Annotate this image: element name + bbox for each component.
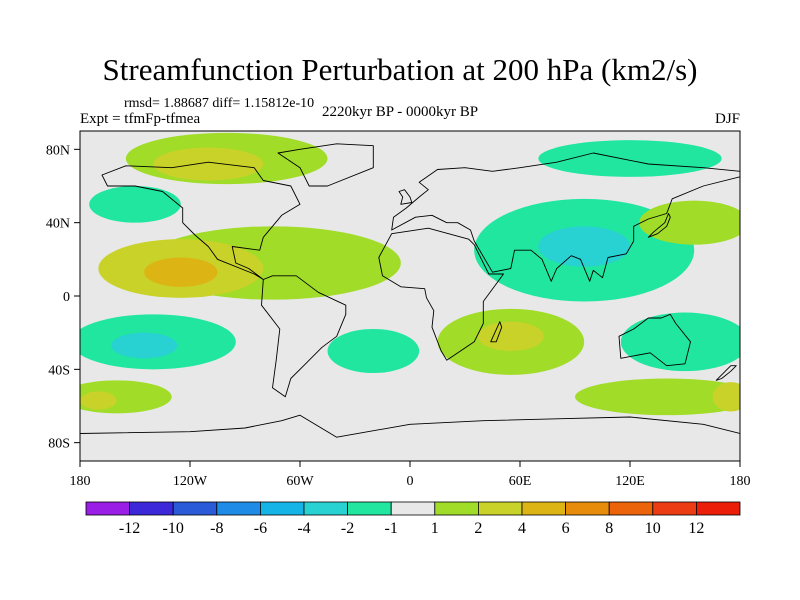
colorbar-swatch bbox=[216, 501, 261, 516]
colorbar-label: 1 bbox=[431, 520, 439, 537]
contour-fields bbox=[80, 132, 740, 416]
season-label: DJF bbox=[714, 111, 740, 127]
lat-tick-label: 80N bbox=[46, 143, 70, 158]
colorbar-label: -10 bbox=[163, 520, 184, 537]
field-arctic-asia-neg bbox=[538, 140, 722, 177]
colorbar-label: 12 bbox=[688, 520, 704, 537]
chart-title: Streamfunction Perturbation at 200 hPa (… bbox=[102, 52, 698, 87]
colorbar-label: -12 bbox=[119, 520, 140, 537]
field-s-atlantic-neg bbox=[327, 329, 420, 373]
colorbar-swatch bbox=[390, 501, 436, 516]
map-axes: 80N 40N 0 40S 80S 180 120W 60W 0 60E 120E 180 bbox=[46, 143, 751, 489]
colorbar: -12 -10 -8 -6 -4 -2 -1 1 2 4 6 8 10 12 bbox=[85, 501, 741, 537]
coastline-australia bbox=[618, 313, 691, 367]
coastline-south-america bbox=[261, 275, 347, 398]
field-s-ocean-pos bbox=[575, 378, 740, 416]
coastlines bbox=[80, 143, 740, 461]
colorbar-swatch bbox=[652, 501, 697, 516]
field-s-pacific-neg-core bbox=[111, 332, 178, 359]
colorbar-swatch bbox=[477, 501, 523, 516]
field-n-america-arctic-core bbox=[153, 147, 264, 181]
coastline-africa bbox=[378, 227, 504, 361]
lon-tick-label: 0 bbox=[407, 474, 414, 489]
colorbar-swatch bbox=[521, 501, 566, 516]
lon-tick-label: 120W bbox=[173, 474, 208, 489]
period-label: 2220kyr BP - 0000kyr BP bbox=[322, 104, 479, 120]
coastline-uk bbox=[398, 189, 413, 205]
lat-tick-label: 0 bbox=[63, 290, 70, 305]
lon-tick-label: 180 bbox=[70, 474, 91, 489]
colorbar-label: -2 bbox=[341, 520, 354, 537]
colorbar-swatch bbox=[129, 501, 174, 516]
coastline-europe-asia bbox=[391, 152, 740, 282]
field-n-pacific-pos bbox=[639, 200, 740, 245]
colorbar-label: -1 bbox=[385, 520, 398, 537]
field-tropical-pacific-core bbox=[144, 257, 218, 287]
lon-tick-label: 180 bbox=[730, 474, 751, 489]
lon-tick-label: 120E bbox=[615, 474, 645, 489]
colorbar-label: 2 bbox=[474, 520, 482, 537]
colorbar-swatch bbox=[172, 501, 218, 516]
colorbar-swatch bbox=[608, 501, 654, 516]
stats-label: rmsd= 1.88687 diff= 1.15812e-10 bbox=[124, 96, 315, 111]
colorbar-label: -4 bbox=[297, 520, 310, 537]
coastline-new-zealand bbox=[715, 365, 737, 381]
colorbar-swatch bbox=[85, 501, 130, 516]
field-asia-neg-core bbox=[538, 226, 631, 267]
field-s-ocean-west-core bbox=[80, 391, 117, 410]
field-australia-neg bbox=[620, 312, 740, 372]
field-dateline-east-pos bbox=[712, 382, 740, 412]
lat-tick-label: 40S bbox=[48, 363, 70, 378]
field-n-pacific-low bbox=[89, 186, 181, 223]
coastline-north-america bbox=[101, 161, 301, 280]
colorbar-swatch bbox=[434, 501, 479, 516]
colorbar-swatch bbox=[696, 501, 741, 516]
colorbar-swatch bbox=[347, 501, 392, 516]
colorbar-label: 6 bbox=[562, 520, 570, 537]
coastline-greenland bbox=[277, 143, 374, 187]
lon-tick-label: 60W bbox=[286, 474, 314, 489]
field-s-ocean-west-pos bbox=[80, 380, 172, 414]
colorbar-label: -8 bbox=[210, 520, 223, 537]
colorbar-swatch bbox=[565, 501, 610, 516]
colorbar-label: 8 bbox=[605, 520, 613, 537]
coastline-madagascar bbox=[490, 321, 503, 343]
lon-tick-label: 60E bbox=[509, 474, 532, 489]
colorbar-label: 4 bbox=[518, 520, 526, 537]
coastline-japan bbox=[647, 213, 671, 238]
experiment-label: Expt = tfmFp-tfmea bbox=[80, 111, 201, 127]
colorbar-swatch bbox=[303, 501, 348, 516]
coastline-antarctica bbox=[80, 414, 740, 461]
lat-tick-label: 40N bbox=[46, 217, 70, 232]
lat-tick-label: 80S bbox=[48, 437, 70, 452]
colorbar-swatch bbox=[259, 501, 305, 516]
colorbar-label: 10 bbox=[645, 520, 661, 537]
field-africa-pos-core bbox=[477, 321, 544, 352]
colorbar-label: -6 bbox=[254, 520, 267, 537]
